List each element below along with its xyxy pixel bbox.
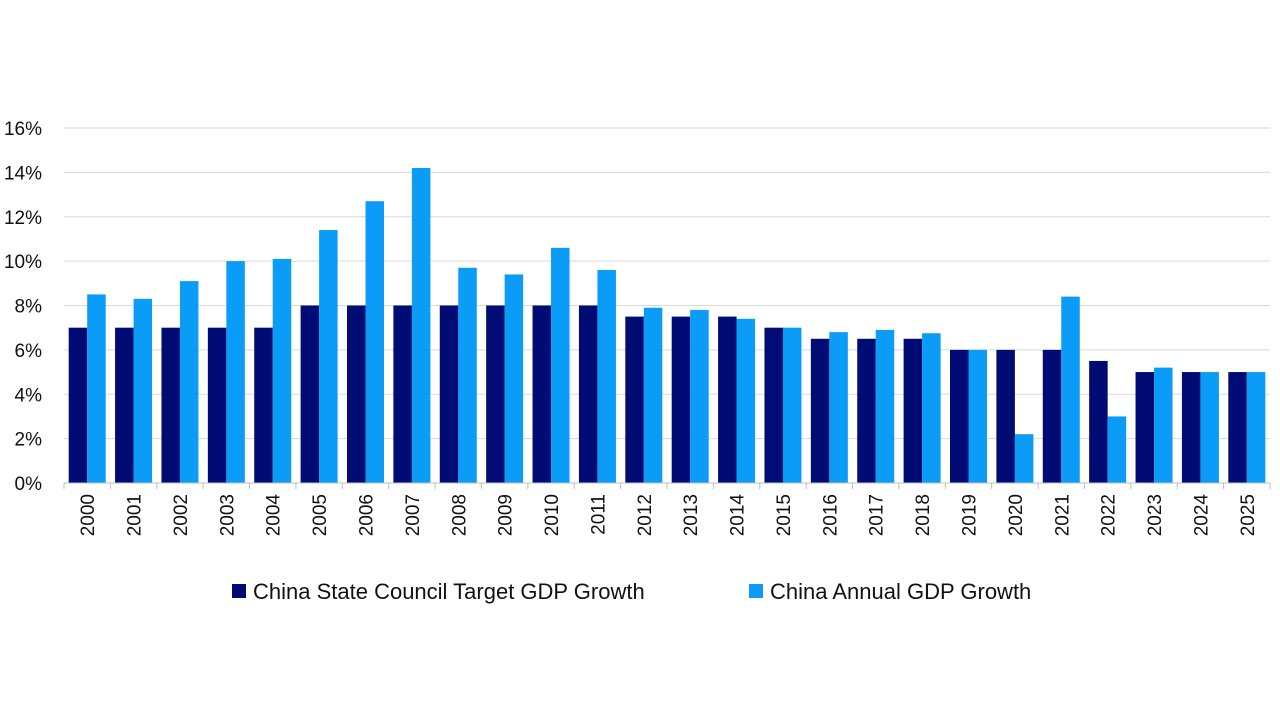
y-axis-ticks: 0% 2% 4% 6% 8% 10% 12% 14% 16%: [4, 119, 42, 495]
bar-target-2006: [347, 305, 366, 483]
bar-target-2012: [625, 316, 644, 483]
bar-annual-2010: [551, 247, 570, 483]
bar-target-2013: [671, 316, 691, 483]
bar-target-2007: [393, 305, 412, 483]
y-tick-label: 14%: [4, 163, 42, 184]
x-tick-label: 2009: [496, 494, 517, 536]
bar-target-2024: [1181, 372, 1201, 483]
x-tick-label: 2024: [1191, 494, 1212, 537]
bar-target-2019: [950, 349, 969, 483]
x-tick-label: 2000: [78, 494, 99, 536]
bar-annual-2009: [504, 274, 524, 483]
x-tick-label: 2015: [774, 494, 795, 536]
bar-annual-2003: [226, 261, 245, 483]
bar-annual-2025: [1246, 372, 1266, 483]
x-tick-label: 2005: [310, 494, 331, 536]
x-tick-label: 2016: [820, 494, 841, 536]
bar-annual-2018: [922, 333, 941, 483]
legend-swatch: [749, 584, 763, 598]
x-axis: 2000 2001 2002 2003 2004 2005 2006 2007 2008 2009…: [63, 482, 1271, 537]
bar-annual-2016: [829, 332, 848, 483]
bar-target-2022: [1089, 360, 1108, 483]
bar-annual-2020: [1014, 434, 1034, 483]
x-tick-label: 2019: [960, 494, 981, 536]
bar-annual-2001: [133, 298, 153, 483]
legend-label: China State Council Target GDP Growth: [253, 579, 645, 604]
x-tick-label: 2013: [681, 494, 702, 536]
x-tick-label: 2014: [728, 494, 749, 537]
bar-annual-2006: [365, 201, 384, 483]
bar-target-2008: [439, 305, 459, 483]
y-tick-label: 0%: [15, 474, 43, 495]
gridlines: [64, 127, 1270, 440]
y-tick-label: 4%: [15, 385, 43, 406]
bar-target-2004: [254, 327, 273, 483]
x-tick-label: 2018: [913, 494, 934, 536]
bar-annual-2021: [1061, 296, 1080, 483]
bar-annual-2015: [782, 327, 802, 483]
bar-target-2001: [115, 327, 134, 483]
y-tick-label: 6%: [15, 341, 43, 362]
x-tick-label: 2008: [449, 494, 470, 536]
bar-annual-2005: [319, 230, 338, 483]
x-tick-label: 2011: [588, 494, 609, 535]
bar-target-2023: [1135, 372, 1155, 483]
bar-annual-2019: [968, 349, 987, 483]
bar-target-2025: [1228, 372, 1247, 483]
x-tick-label: 2006: [357, 494, 378, 536]
legend-swatch: [232, 584, 246, 598]
bar-target-2009: [486, 305, 505, 483]
y-tick-label: 12%: [4, 208, 42, 229]
x-tick-label: 2003: [217, 494, 238, 536]
bar-target-2002: [161, 327, 180, 483]
bar-annual-2004: [272, 258, 292, 483]
bar-annual-2008: [458, 267, 477, 483]
x-tick-label: 2002: [171, 494, 192, 536]
y-tick-label: 10%: [4, 252, 42, 273]
bar-target-2005: [300, 305, 320, 483]
x-tick-label: 2004: [264, 494, 285, 537]
x-tick-label: 2021: [1052, 494, 1073, 536]
x-tick-label: 2023: [1145, 494, 1166, 536]
bar-annual-2012: [643, 307, 663, 483]
bar-target-2020: [996, 349, 1015, 483]
x-tick-label: 2025: [1238, 494, 1259, 536]
bar-annual-2024: [1200, 372, 1219, 483]
bar-target-2015: [764, 327, 783, 483]
x-tick-label: 2007: [403, 494, 424, 536]
bar-annual-2013: [690, 309, 709, 483]
legend-label: China Annual GDP Growth: [770, 579, 1031, 604]
x-tick-label: 2020: [1006, 494, 1027, 536]
bar-target-2017: [857, 338, 876, 483]
bar-target-2014: [718, 316, 737, 483]
bar-annual-2017: [875, 329, 895, 483]
bar-annual-2000: [87, 294, 106, 483]
bar-target-2010: [532, 305, 552, 483]
bar-annual-2007: [411, 167, 431, 483]
y-tick-label: 2%: [15, 430, 43, 451]
legend: China State Council Target GDP Growth Chi…: [232, 579, 1031, 604]
bars: [68, 167, 1266, 483]
bar-annual-2022: [1107, 416, 1127, 483]
bar-target-2016: [810, 338, 830, 483]
bar-annual-2023: [1154, 367, 1173, 483]
bar-annual-2011: [597, 270, 616, 483]
x-tick-label: 2010: [542, 494, 563, 536]
y-tick-label: 8%: [15, 297, 43, 318]
bar-annual-2014: [736, 318, 756, 483]
bar-target-2003: [207, 327, 227, 483]
bar-target-2021: [1042, 349, 1062, 483]
x-tick-label: 2017: [867, 494, 888, 536]
x-tick-label: 2022: [1099, 494, 1120, 536]
y-tick-label: 16%: [4, 119, 42, 140]
bar-target-2018: [903, 338, 923, 483]
bar-target-2000: [68, 327, 88, 483]
x-tick-label: 2012: [635, 494, 656, 536]
bar-annual-2002: [179, 281, 199, 483]
bar-target-2011: [578, 305, 598, 483]
x-tick-label: 2001: [125, 494, 146, 536]
